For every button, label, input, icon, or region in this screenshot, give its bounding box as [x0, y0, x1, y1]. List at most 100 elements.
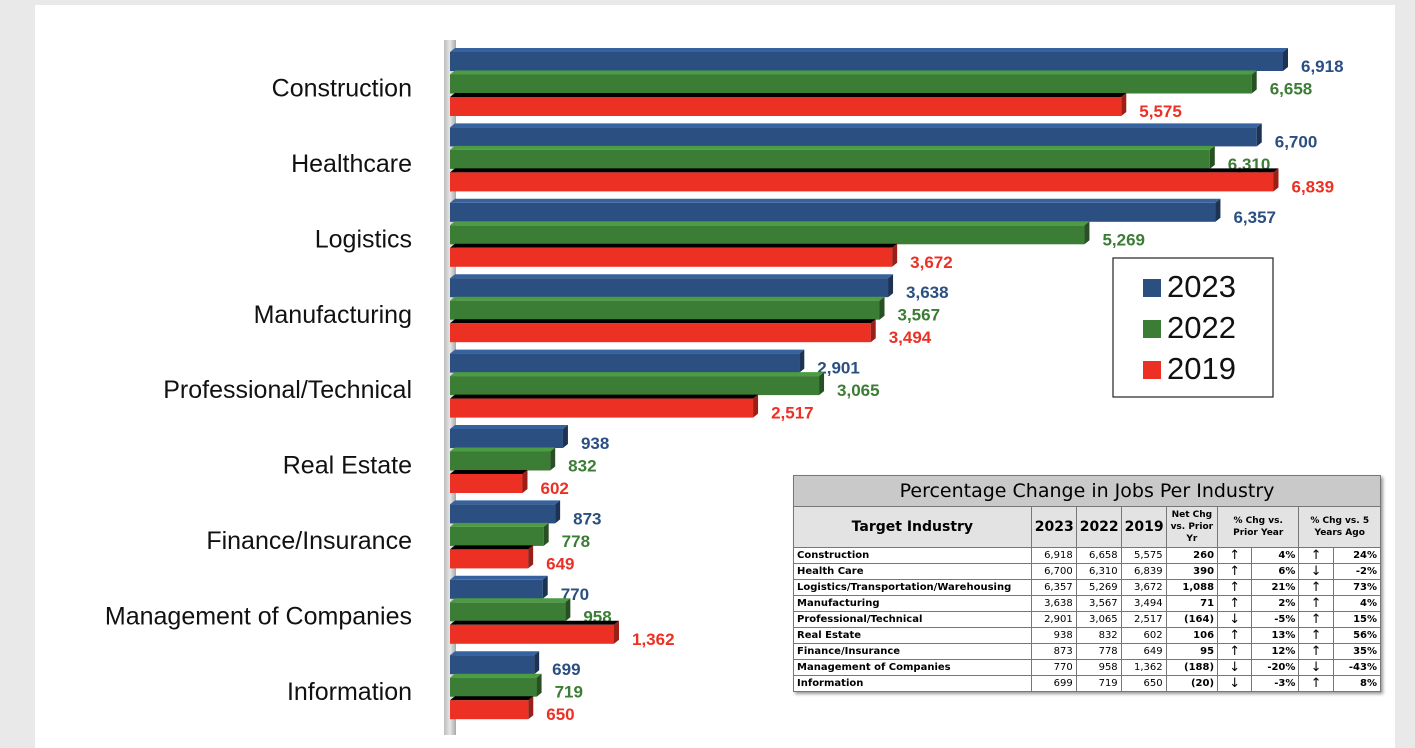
- bar-top: [450, 70, 1257, 75]
- table-cell: 95: [1165, 643, 1219, 660]
- bar-top: [450, 48, 1288, 52]
- bar-side: [562, 425, 568, 448]
- table-cell: ↓: [1217, 611, 1253, 628]
- bar-side: [1256, 123, 1262, 147]
- table-cell: 3,567: [1075, 595, 1122, 612]
- table-cell: -3%: [1251, 675, 1300, 692]
- table-cell: 6,918: [1030, 547, 1077, 564]
- bar-side: [528, 696, 534, 720]
- bar-top: [450, 221, 1090, 226]
- value-label: 6,658: [1270, 79, 1313, 98]
- table-cell: 649: [1120, 643, 1167, 660]
- bar-top: [450, 673, 542, 678]
- bar: [450, 172, 1274, 192]
- bar: [450, 451, 551, 471]
- value-label: 3,638: [906, 283, 949, 302]
- category-label: Construction: [272, 75, 412, 103]
- bar-top: [450, 696, 534, 701]
- bar-side: [753, 394, 759, 418]
- bar-top: [450, 598, 571, 603]
- category-label: Healthcare: [291, 150, 412, 178]
- legend-label: 2023: [1167, 269, 1236, 304]
- bar-top: [450, 575, 548, 580]
- table-row: Professional/Technical 2,901 3,065 2,517 (16…: [793, 611, 1382, 628]
- value-label: 832: [568, 456, 596, 475]
- header-cell: 2022: [1075, 506, 1122, 548]
- table-cell: 8%: [1332, 675, 1382, 692]
- bar: [450, 700, 529, 720]
- table-row: Information 699 719 650 (20) ↓ -3% ↑ 8%: [793, 675, 1382, 692]
- table-title: Percentage Change in Jobs Per Industry: [793, 475, 1381, 507]
- table-cell: ↑: [1217, 563, 1253, 580]
- bar: [450, 655, 535, 675]
- table-cell: 4%: [1332, 595, 1382, 612]
- table-cell: ↑: [1217, 627, 1253, 644]
- bar-top: [450, 349, 805, 354]
- value-label: 3,672: [910, 253, 953, 272]
- table-cell: 106: [1165, 627, 1219, 644]
- legend-swatch: [1143, 279, 1161, 297]
- table-cell: 3,638: [1030, 595, 1077, 612]
- bar: [450, 97, 1122, 116]
- value-label: 2,901: [817, 359, 860, 378]
- table-cell: -5%: [1251, 611, 1300, 628]
- bar: [450, 474, 523, 493]
- table-cell: 6,357: [1030, 579, 1077, 596]
- table-cell: 3,065: [1075, 611, 1122, 628]
- table-cell: 602: [1120, 627, 1167, 644]
- value-label: 938: [581, 434, 609, 453]
- bar-top: [450, 274, 894, 279]
- value-label: 6,700: [1275, 132, 1318, 151]
- table-cell: ↑: [1217, 595, 1253, 612]
- bar-top: [450, 145, 1215, 150]
- table-cell: Health Care: [793, 563, 1032, 580]
- bar-top: [450, 168, 1279, 173]
- category-label: Finance/Insurance: [206, 527, 412, 555]
- category-label: Logistics: [315, 225, 412, 253]
- table-row: Manufacturing 3,638 3,567 3,494 71 ↑ 2% ↑ 4%: [793, 595, 1382, 612]
- value-label: 6,357: [1233, 208, 1276, 227]
- legend-label: 2019: [1167, 351, 1236, 386]
- bar-top: [450, 522, 549, 527]
- value-label: 873: [573, 509, 601, 528]
- bar: [450, 376, 820, 396]
- bar-top: [450, 651, 540, 656]
- table-cell: 650: [1120, 675, 1167, 692]
- table-row: Management of Companies 770 958 1,362 (188) ↓…: [793, 659, 1382, 676]
- table-cell: 2,517: [1120, 611, 1167, 628]
- value-label: 5,269: [1102, 230, 1145, 249]
- bar: [450, 127, 1257, 147]
- table-cell: 958: [1075, 659, 1122, 676]
- bar: [450, 225, 1085, 245]
- table-cell: 6,700: [1030, 563, 1077, 580]
- legend-swatch: [1143, 320, 1161, 338]
- table-cell: 71: [1165, 595, 1219, 612]
- value-label: 3,567: [898, 306, 941, 325]
- value-label: 719: [555, 683, 583, 702]
- value-label: 3,065: [837, 381, 880, 400]
- bar-side: [888, 274, 894, 298]
- bar: [450, 549, 529, 569]
- bar: [450, 624, 614, 644]
- table-cell: 15%: [1332, 611, 1382, 628]
- bar-side: [879, 296, 885, 320]
- data-table: Percentage Change in Jobs Per Industry T…: [793, 475, 1382, 692]
- bar-top: [450, 296, 885, 301]
- table-cell: 938: [1030, 627, 1077, 644]
- table-cell: 3,494: [1120, 595, 1167, 612]
- table-cell: Manufacturing: [793, 595, 1032, 612]
- bar-side: [1273, 168, 1279, 192]
- table-cell: ↓: [1298, 659, 1334, 676]
- table-cell: 3,672: [1120, 579, 1167, 596]
- header-cell: Net Chg vs. Prior Yr: [1165, 506, 1219, 548]
- bar: [450, 602, 566, 622]
- table-cell: ↓: [1217, 675, 1253, 692]
- value-label: 2,517: [771, 404, 814, 423]
- bar-side: [1084, 221, 1090, 245]
- table-cell: 6%: [1251, 563, 1300, 580]
- bar-side: [528, 545, 534, 569]
- bar-side: [550, 447, 556, 471]
- table-cell: 770: [1030, 659, 1077, 676]
- bar-side: [1121, 93, 1127, 116]
- table-cell: (188): [1165, 659, 1219, 676]
